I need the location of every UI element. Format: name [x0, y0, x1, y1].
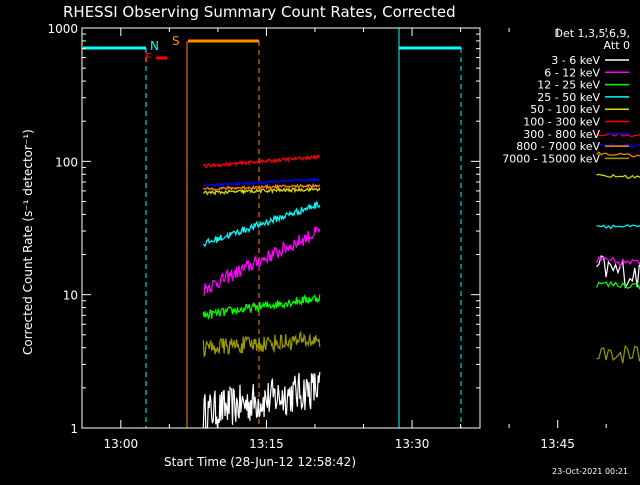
series-line [203, 156, 319, 168]
legend-entry-label: 6 - 12 keV [544, 66, 600, 79]
series-line [597, 339, 640, 363]
series-line [597, 152, 640, 174]
series-line [597, 282, 640, 298]
y-ticks: 1 10 100 1000 [47, 22, 480, 436]
series-line [597, 225, 640, 241]
legend-entry-label: 100 - 300 keV [523, 116, 600, 129]
series-line [203, 295, 319, 319]
legend-entry-label: 12 - 25 keV [537, 79, 600, 92]
x-tick-label: 13:30 [395, 437, 430, 451]
lines-layer [82, 28, 461, 428]
series-line [203, 372, 319, 428]
series-line [203, 332, 319, 356]
x-axis-label: Start Time (28-Jun-12 12:58:42) [164, 455, 356, 469]
y-tick-label: 10 [63, 289, 78, 303]
legend-entry-label: 7000 - 15000 keV [502, 152, 600, 165]
y-tick-label: 1 [70, 422, 78, 436]
timestamp: 23-Oct-2021 00:21 [552, 467, 628, 476]
legend-entry-label: 300 - 800 keV [523, 128, 600, 141]
annotation-s: S [172, 34, 180, 48]
series-layer [203, 133, 640, 428]
x-tick-label: 13:00 [104, 437, 139, 451]
legend-entry-label: 25 - 50 keV [537, 91, 600, 104]
annotation-f: F [145, 51, 152, 65]
x-tick-label: 13:45 [540, 437, 575, 451]
legend-entry-label: 50 - 100 keV [530, 103, 600, 116]
chart-title: RHESSI Observing Summary Count Rates, Co… [63, 3, 456, 21]
y-tick-label: 100 [55, 155, 78, 169]
series-line [597, 256, 640, 338]
legend-entry-label: 800 - 7000 keV [516, 140, 600, 153]
legend-entry-label: 3 - 6 keV [551, 54, 600, 67]
x-tick-label: 13:15 [249, 437, 284, 451]
legend-header-2: Att 0 [604, 39, 630, 52]
series-line [597, 133, 640, 150]
y-tick-label: 1000 [47, 22, 78, 36]
y-axis-label: Corrected Count Rate (s⁻¹ detector⁻¹) [21, 129, 35, 355]
series-line [597, 174, 640, 187]
plot-frame [82, 28, 480, 428]
